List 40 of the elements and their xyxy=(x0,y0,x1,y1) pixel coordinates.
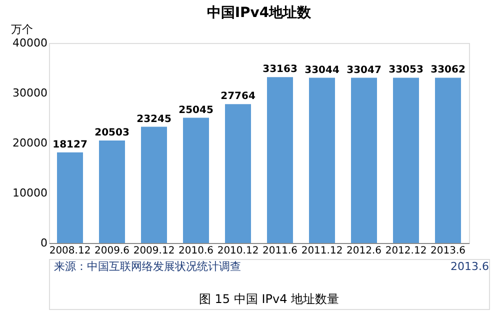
bar xyxy=(267,77,293,243)
bar xyxy=(309,78,335,243)
source-note: 来源：中国互联网络发展状况统计调查 xyxy=(54,260,241,273)
y-tick-label: 10000 xyxy=(12,186,48,200)
x-tick-label: 2011.12 xyxy=(301,246,343,256)
chart-title: 中国IPv4地址数 xyxy=(206,5,312,21)
data-label: 27764 xyxy=(220,91,256,102)
bar xyxy=(393,78,419,243)
x-tick-label: 2013.6 xyxy=(430,246,466,256)
bar xyxy=(183,118,209,243)
y-tick-label: 30000 xyxy=(12,86,48,100)
data-label: 25045 xyxy=(178,104,214,116)
data-label: 23245 xyxy=(136,114,172,125)
bar xyxy=(435,78,461,243)
data-label: 33163 xyxy=(262,64,298,76)
data-label: 33047 xyxy=(346,64,382,76)
y-tick-label: 0 xyxy=(40,236,48,250)
x-tick-label: 2010.6 xyxy=(178,246,214,256)
x-tick-label: 2010.12 xyxy=(217,246,259,256)
data-label: 33044 xyxy=(304,64,340,76)
text: 2013.6 xyxy=(450,260,489,273)
bar xyxy=(141,126,167,243)
x-tick-label: 2009.6 xyxy=(94,246,130,256)
data-label: 18127 xyxy=(52,139,88,150)
data-label: 20503 xyxy=(94,127,130,138)
x-tick-label: 2011.6 xyxy=(262,246,298,256)
caption: 图 15 中国 IPv4 地址数量 xyxy=(198,292,340,306)
y-tick-label: 20000 xyxy=(12,136,48,150)
x-tick-label: 2008.12 xyxy=(49,246,91,256)
x-tick-label: 2012.6 xyxy=(346,246,382,256)
data-label: 33053 xyxy=(388,64,424,76)
bar xyxy=(99,140,125,243)
bar xyxy=(225,104,251,243)
bar xyxy=(57,152,83,243)
x-tick-label: 2009.12 xyxy=(133,246,175,256)
x-tick-label: 2012.12 xyxy=(385,246,427,256)
bar xyxy=(351,78,377,243)
data-label: 33062 xyxy=(430,64,466,76)
y-axis-title: 万个 xyxy=(11,23,33,36)
y-tick-label: 40000 xyxy=(12,36,48,50)
